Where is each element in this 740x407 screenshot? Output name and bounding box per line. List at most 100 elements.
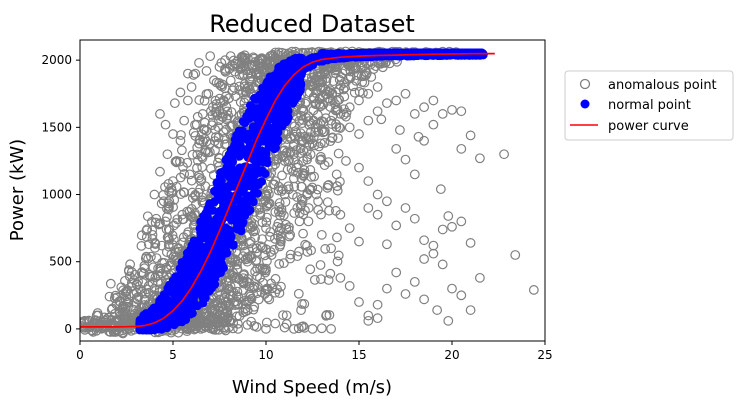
anomalous-point [223,322,234,333]
anomalous-point [147,229,158,240]
anomalous-point [205,51,216,62]
anomalous-point [344,102,355,113]
normal-point [148,309,157,319]
normal-point [263,114,273,124]
anomalous-point [255,272,265,283]
anomalous-point [242,319,253,330]
anomalous-point [267,49,278,60]
normal-point [296,55,306,64]
anomalous-point [382,196,392,207]
anomalous-point [322,197,333,207]
anomalous-point [276,281,286,292]
anomalous-point [155,263,166,274]
anomalous-point [124,315,135,326]
anomalous-point [298,135,309,146]
anomalous-point [107,303,118,314]
normal-point [265,72,275,82]
anomalous-point [278,146,289,156]
anomalous-point [261,217,272,228]
anomalous-point [219,311,230,322]
anomalous-point [334,94,345,105]
anomalous-point [214,321,225,332]
anomalous-point [359,61,370,71]
normal-point [211,246,221,255]
anomalous-point [259,264,269,275]
anomalous-point [300,239,311,250]
anomalous-point [279,156,290,166]
anomalous-point [126,277,137,288]
normal-point [237,208,247,217]
normal-point [274,73,284,83]
anomalous-point [270,233,280,244]
anomalous-point [209,75,219,86]
normal-point [241,176,251,186]
anomalous-point [198,136,209,147]
anomalous-point [332,181,342,191]
normal-point [238,149,248,158]
anomalous-point [456,143,467,154]
anomalous-point [315,260,326,270]
anomalous-point [289,173,299,184]
anomalous-point [213,122,224,132]
anomalous-point [192,111,203,122]
anomalous-point [376,114,387,125]
anomalous-point [475,153,485,164]
anomalous-point [175,87,186,98]
anomalous-point [120,295,131,306]
y-tick-label: 0 [64,322,72,336]
anomalous-point [242,253,253,264]
normal-point [288,57,298,67]
anomalous-point [227,60,238,71]
legend-label-curve: power curve [608,119,689,134]
anomalous-point [184,169,195,180]
anomalous-point [323,275,334,285]
anomalous-point [221,91,231,102]
x-tick-label: 10 [258,348,273,362]
anomalous-point [456,290,467,301]
normal-point [199,281,209,290]
anomalous-point [233,324,244,334]
anomalous-point [321,310,332,320]
anomalous-point [219,96,229,107]
normal-point [179,286,188,295]
anomalous-point [155,166,165,177]
anomalous-point [245,68,256,79]
anomalous-point [296,173,307,184]
anomalous-point [118,285,129,296]
anomalous-point [138,268,149,279]
normal-point [223,153,232,163]
anomalous-point [326,243,337,254]
anomalous-point [275,236,286,247]
anomalous-point [409,213,420,224]
anomalous-point [156,240,167,251]
anomalous-point [121,320,132,331]
anomalous-point [333,133,343,144]
normal-point [272,103,282,112]
anomalous-point [245,73,256,84]
anomalous-point [121,291,132,302]
anomalous-point [214,294,225,305]
normal-point [249,130,259,139]
anomalous-point [456,106,467,117]
anomalous-point [395,125,405,135]
anomalous-point [409,276,420,287]
anomalous-point [301,97,312,107]
anomalous-point [413,131,424,142]
anomalous-point [162,149,173,160]
anomalous-point [309,93,320,104]
anomalous-point [289,149,299,160]
anomalous-point [86,325,97,336]
y-axis-label: Power (kW) [7,139,28,241]
anomalous-point [155,109,165,119]
anomalous-point [188,127,199,138]
anomalous-point [333,250,344,261]
normal-point [226,170,235,179]
anomalous-point [316,323,327,334]
anomalous-point [303,116,314,127]
anomalous-point [201,66,212,76]
anomalous-point [248,226,259,237]
anomalous-point [314,141,324,152]
anomalous-point [238,53,249,64]
normal-point [279,100,288,109]
anomalous-point [278,210,289,221]
